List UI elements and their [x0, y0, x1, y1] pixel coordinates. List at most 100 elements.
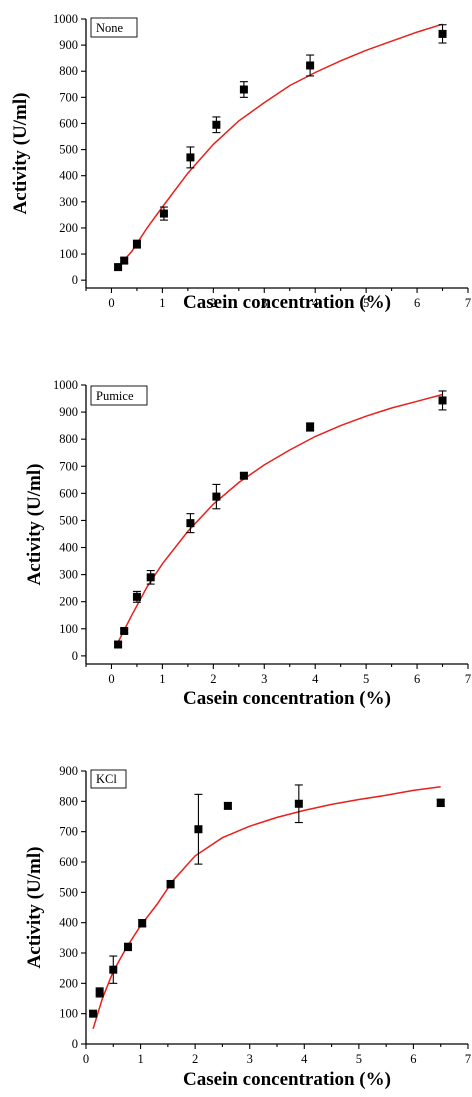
y-tick-label: 100 — [59, 247, 78, 261]
x-tick-label: 6 — [410, 1052, 416, 1066]
x-tick-label: 0 — [83, 1052, 89, 1066]
data-point — [120, 626, 129, 635]
panel-label-box — [90, 385, 148, 406]
y-tick-label: 200 — [59, 976, 78, 990]
y-tick-label: 500 — [59, 513, 78, 527]
panel-kcl: 0 1 2 3 4 5 6 7 0 100 200 300 400 500 600 700 800 900 Case… — [24, 764, 471, 1090]
x-tick-label: 0 — [108, 672, 114, 686]
panel-label: None — [96, 21, 124, 35]
y-tick-label: 0 — [72, 1037, 78, 1051]
y-tick-label: 200 — [59, 595, 78, 609]
panel-label-box — [90, 17, 138, 38]
data-point — [212, 492, 221, 501]
data-point — [95, 988, 104, 997]
y-tick-label: 300 — [59, 946, 78, 960]
y-tick-label: 800 — [59, 432, 78, 446]
panel-label-box — [90, 769, 127, 789]
fit-curve — [116, 23, 443, 269]
y-axis-title: Activity (U/ml) — [10, 93, 31, 215]
y-tick-label: 700 — [59, 459, 78, 473]
data-point — [436, 798, 445, 807]
data-point — [212, 120, 221, 129]
y-tick-label: 500 — [59, 143, 78, 157]
panel-pumice: 0 1 2 3 4 5 6 7 0 100 200 300 400 500 600 700 800 900 1000… — [24, 378, 471, 709]
y-tick-label: 900 — [59, 764, 78, 778]
data-point — [294, 799, 303, 808]
y-tick-label: 100 — [59, 622, 78, 636]
y-tick-label: 600 — [59, 855, 78, 869]
x-tick-label: 6 — [414, 672, 420, 686]
x-tick-label: 7 — [465, 1052, 471, 1066]
y-tick-label: 500 — [59, 885, 78, 899]
x-axis-title: Casein concentration (%) — [183, 688, 391, 709]
panel-label: KCl — [96, 772, 117, 786]
x-tick-label: 3 — [261, 672, 267, 686]
x-tick-label: 6 — [414, 296, 420, 310]
y-tick-label: 700 — [59, 825, 78, 839]
y-tick-label: 400 — [59, 541, 78, 555]
data-point — [120, 256, 129, 265]
y-axis-title: Activity (U/ml) — [24, 464, 45, 586]
x-tick-label: 0 — [108, 296, 114, 310]
data-point — [166, 880, 175, 889]
y-tick-label: 200 — [59, 221, 78, 235]
x-tick-label: 1 — [137, 1052, 143, 1066]
data-point — [306, 61, 315, 70]
y-tick-label: 900 — [59, 38, 78, 52]
y-tick-label: 1000 — [53, 378, 78, 392]
data-point — [114, 263, 123, 272]
x-tick-label: 7 — [465, 672, 471, 686]
panel-label: Pumice — [96, 389, 134, 403]
x-axis-title: Casein concentration (%) — [183, 292, 391, 313]
fit-curve — [92, 786, 441, 1030]
x-tick-label: 4 — [301, 1052, 308, 1066]
y-tick-label: 900 — [59, 405, 78, 419]
data-point — [239, 85, 248, 94]
x-tick-label: 2 — [192, 1052, 198, 1066]
y-tick-label: 400 — [59, 916, 78, 930]
data-point — [306, 422, 315, 431]
y-tick-label: 300 — [59, 195, 78, 209]
x-tick-label: 2 — [210, 672, 216, 686]
x-tick-label: 4 — [312, 672, 319, 686]
y-tick-label: 600 — [59, 486, 78, 500]
x-tick-label: 5 — [356, 1052, 362, 1066]
y-tick-label: 800 — [59, 794, 78, 808]
panel-none: 0 1 2 3 4 5 6 7 0 100 200 300 400 500 600 700 800 900 1000… — [10, 12, 471, 313]
data-point — [186, 519, 195, 528]
x-tick-label: 7 — [465, 296, 471, 310]
y-tick-label: 700 — [59, 90, 78, 104]
fit-curve — [115, 393, 443, 646]
y-tick-label: 0 — [72, 273, 78, 287]
data-point — [132, 592, 141, 601]
data-point — [186, 153, 195, 162]
x-tick-label: 1 — [159, 296, 165, 310]
x-tick-label: 5 — [363, 672, 369, 686]
data-point — [223, 801, 232, 810]
x-tick-label: 5 — [363, 296, 369, 310]
y-tick-label: 100 — [59, 1007, 78, 1021]
x-tick-label: 4 — [312, 296, 319, 310]
x-tick-label: 1 — [159, 672, 165, 686]
data-point — [124, 942, 133, 951]
x-tick-label: 2 — [210, 296, 216, 310]
y-tick-label: 1000 — [53, 12, 78, 26]
data-point — [146, 573, 155, 582]
data-point — [109, 965, 118, 974]
data-point — [114, 640, 123, 649]
y-tick-label: 0 — [72, 649, 78, 663]
x-axis-title: Casein concentration (%) — [183, 1069, 391, 1090]
y-tick-label: 600 — [59, 116, 78, 130]
y-tick-label: 400 — [59, 169, 78, 183]
data-point — [138, 919, 147, 928]
data-point — [194, 825, 203, 834]
data-point — [89, 1009, 98, 1018]
y-tick-label: 300 — [59, 568, 78, 582]
data-point — [159, 209, 168, 218]
x-tick-label: 3 — [261, 296, 267, 310]
data-point — [438, 29, 447, 38]
y-axis-title: Activity (U/ml) — [24, 847, 45, 969]
data-point — [438, 396, 447, 405]
x-tick-label: 3 — [247, 1052, 253, 1066]
